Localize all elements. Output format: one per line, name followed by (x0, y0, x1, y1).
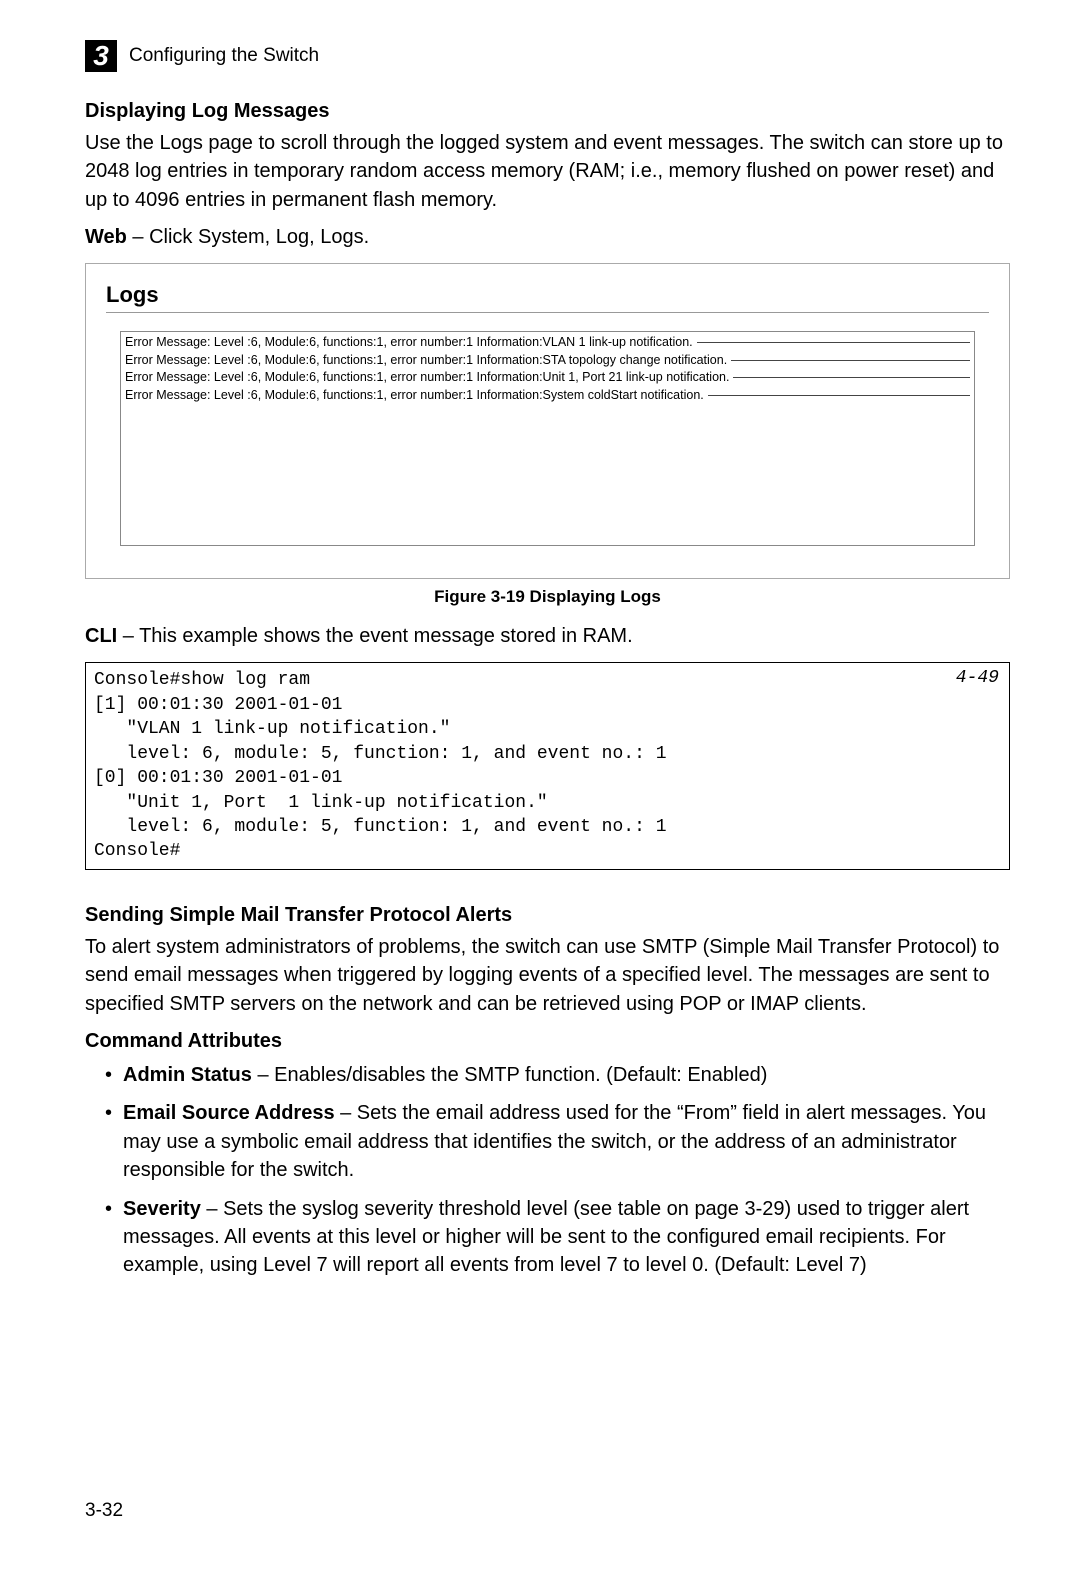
cli-label: CLI (85, 625, 117, 647)
logs-panel-title: Logs (106, 282, 989, 308)
log-entry: Error Message: Level :6, Module:6, funct… (125, 352, 970, 370)
cli-text: Console#show log ram [1] 00:01:30 2001-0… (94, 670, 667, 861)
figure-caption: Figure 3-19 Displaying Logs (85, 587, 1010, 607)
log-dash (697, 342, 970, 343)
log-text: Error Message: Level :6, Module:6, funct… (125, 369, 729, 387)
log-dash (733, 377, 970, 378)
log-text: Error Message: Level :6, Module:6, funct… (125, 387, 704, 405)
cli-output-box: 4-49 Console#show log ram [1] 00:01:30 20… (85, 662, 1010, 870)
logs-panel: Logs Error Message: Level :6, Module:6, … (85, 263, 1010, 579)
logs-listbox[interactable]: Error Message: Level :6, Module:6, funct… (120, 331, 975, 546)
log-entry: Error Message: Level :6, Module:6, funct… (125, 369, 970, 387)
log-text: Error Message: Level :6, Module:6, funct… (125, 334, 693, 352)
attr-severity: Severity – Sets the syslog severity thre… (105, 1195, 1010, 1280)
log-text: Error Message: Level :6, Module:6, funct… (125, 352, 727, 370)
attr-desc: – Enables/disables the SMTP function. (D… (252, 1064, 767, 1086)
command-attributes-list: Admin Status – Enables/disables the SMTP… (85, 1061, 1010, 1280)
section-title-displaying-logs: Displaying Log Messages (85, 100, 1010, 123)
page-number: 3-32 (85, 1500, 123, 1522)
chapter-number: 3 (93, 40, 109, 72)
section-title-smtp: Sending Simple Mail Transfer Protocol Al… (85, 904, 1010, 927)
log-dash (708, 395, 970, 396)
chapter-title: Configuring the Switch (129, 45, 319, 67)
command-attributes-title: Command Attributes (85, 1030, 1010, 1053)
cli-instruction: CLI – This example shows the event messa… (85, 625, 1010, 648)
attr-name: Email Source Address (123, 1102, 335, 1124)
cli-page-ref: 4-49 (956, 666, 999, 690)
attr-name: Admin Status (123, 1064, 252, 1086)
chapter-number-icon: 3 (85, 40, 117, 72)
section-para: Use the Logs page to scroll through the … (85, 129, 1010, 214)
attr-name: Severity (123, 1198, 201, 1220)
attr-email-source: Email Source Address – Sets the email ad… (105, 1099, 1010, 1184)
attr-admin-status: Admin Status – Enables/disables the SMTP… (105, 1061, 1010, 1089)
web-instruction: Web – Click System, Log, Logs. (85, 226, 1010, 249)
cli-desc: – This example shows the event message s… (117, 625, 632, 647)
smtp-para: To alert system administrators of proble… (85, 933, 1010, 1018)
chapter-header: 3 Configuring the Switch (85, 40, 1010, 72)
web-label: Web (85, 226, 127, 248)
log-entry: Error Message: Level :6, Module:6, funct… (125, 387, 970, 405)
log-entry: Error Message: Level :6, Module:6, funct… (125, 334, 970, 352)
logs-divider (106, 312, 989, 313)
web-text: – Click System, Log, Logs. (127, 226, 369, 248)
log-dash (731, 360, 970, 361)
attr-desc: – Sets the syslog severity threshold lev… (123, 1198, 969, 1277)
